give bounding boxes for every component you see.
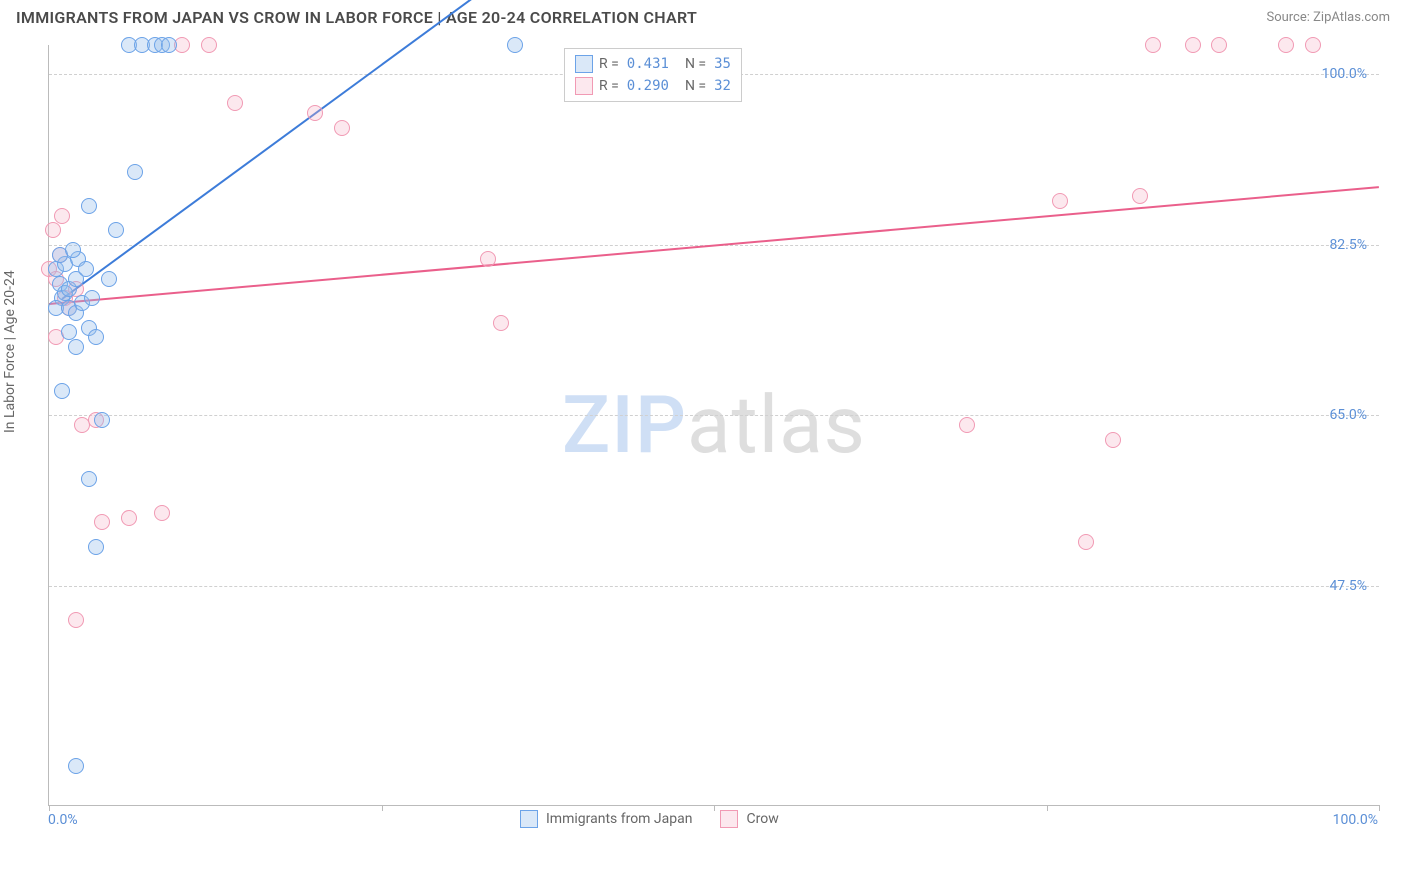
y-tick-label: 65.0% xyxy=(1329,407,1367,423)
data-point-pink xyxy=(493,315,509,331)
legend-swatch xyxy=(520,810,538,828)
y-tick-label: 47.5% xyxy=(1329,578,1367,594)
data-point-pink xyxy=(154,505,170,521)
data-point-blue xyxy=(88,539,104,555)
data-point-pink xyxy=(1078,534,1094,550)
legend-row: R =0.431N =35 xyxy=(575,53,731,75)
data-point-blue xyxy=(81,471,97,487)
x-axis-min-label: 0.0% xyxy=(48,812,78,828)
y-axis-title: In Labor Force | Age 20-24 xyxy=(2,270,18,433)
data-point-pink xyxy=(1278,37,1294,53)
data-point-pink xyxy=(480,251,496,267)
data-point-blue xyxy=(68,339,84,355)
watermark: ZIPatlas xyxy=(562,378,866,472)
data-point-blue xyxy=(68,758,84,774)
data-point-pink xyxy=(68,612,84,628)
data-point-blue xyxy=(65,242,81,258)
legend-row: R =0.290N =32 xyxy=(575,75,731,97)
chart-title: IMMIGRANTS FROM JAPAN VS CROW IN LABOR F… xyxy=(16,8,697,27)
trend-line-pink xyxy=(49,186,1379,305)
data-point-blue xyxy=(507,37,523,53)
data-point-pink xyxy=(121,510,137,526)
data-point-pink xyxy=(227,95,243,111)
data-point-pink xyxy=(1211,37,1227,53)
data-point-blue xyxy=(94,412,110,428)
data-point-blue xyxy=(161,37,177,53)
data-point-blue xyxy=(54,383,70,399)
legend-swatch xyxy=(575,55,593,73)
correlation-legend: R =0.431N =35R =0.290N =32 xyxy=(564,48,742,102)
y-tick-label: 82.5% xyxy=(1329,237,1367,253)
x-tick xyxy=(1047,805,1048,811)
data-point-pink xyxy=(201,37,217,53)
data-point-pink xyxy=(334,120,350,136)
data-point-blue xyxy=(108,222,124,238)
data-point-blue xyxy=(101,271,117,287)
data-point-pink xyxy=(1145,37,1161,53)
legend-label: Immigrants from Japan xyxy=(546,811,692,827)
data-point-blue xyxy=(78,261,94,277)
gridline xyxy=(49,415,1379,416)
data-point-blue xyxy=(81,198,97,214)
legend-item: Immigrants from Japan xyxy=(520,810,692,828)
gridline xyxy=(49,586,1379,587)
x-tick xyxy=(382,805,383,811)
data-point-pink xyxy=(307,105,323,121)
data-point-pink xyxy=(94,514,110,530)
data-point-pink xyxy=(1305,37,1321,53)
data-point-blue xyxy=(127,164,143,180)
x-tick xyxy=(49,805,50,811)
x-tick xyxy=(1379,805,1380,811)
data-point-pink xyxy=(54,208,70,224)
legend-swatch xyxy=(720,810,738,828)
legend-item: Crow xyxy=(720,810,778,828)
data-point-pink xyxy=(1185,37,1201,53)
scatter-chart: ZIPatlas 47.5% 65.0% 82.5% 100.0% xyxy=(48,45,1379,806)
data-point-blue xyxy=(88,329,104,345)
data-point-pink xyxy=(1052,193,1068,209)
x-axis-max-label: 100.0% xyxy=(1333,812,1378,828)
data-point-blue xyxy=(84,290,100,306)
source-credit: Source: ZipAtlas.com xyxy=(1266,10,1390,25)
y-tick-label: 100.0% xyxy=(1322,66,1367,82)
data-point-pink xyxy=(959,417,975,433)
data-point-pink xyxy=(1105,432,1121,448)
data-point-pink xyxy=(45,222,61,238)
data-point-pink xyxy=(1132,188,1148,204)
legend-swatch xyxy=(575,77,593,95)
legend-label: Crow xyxy=(746,811,778,827)
data-point-blue xyxy=(61,324,77,340)
series-legend: Immigrants from Japan Crow xyxy=(520,810,779,828)
